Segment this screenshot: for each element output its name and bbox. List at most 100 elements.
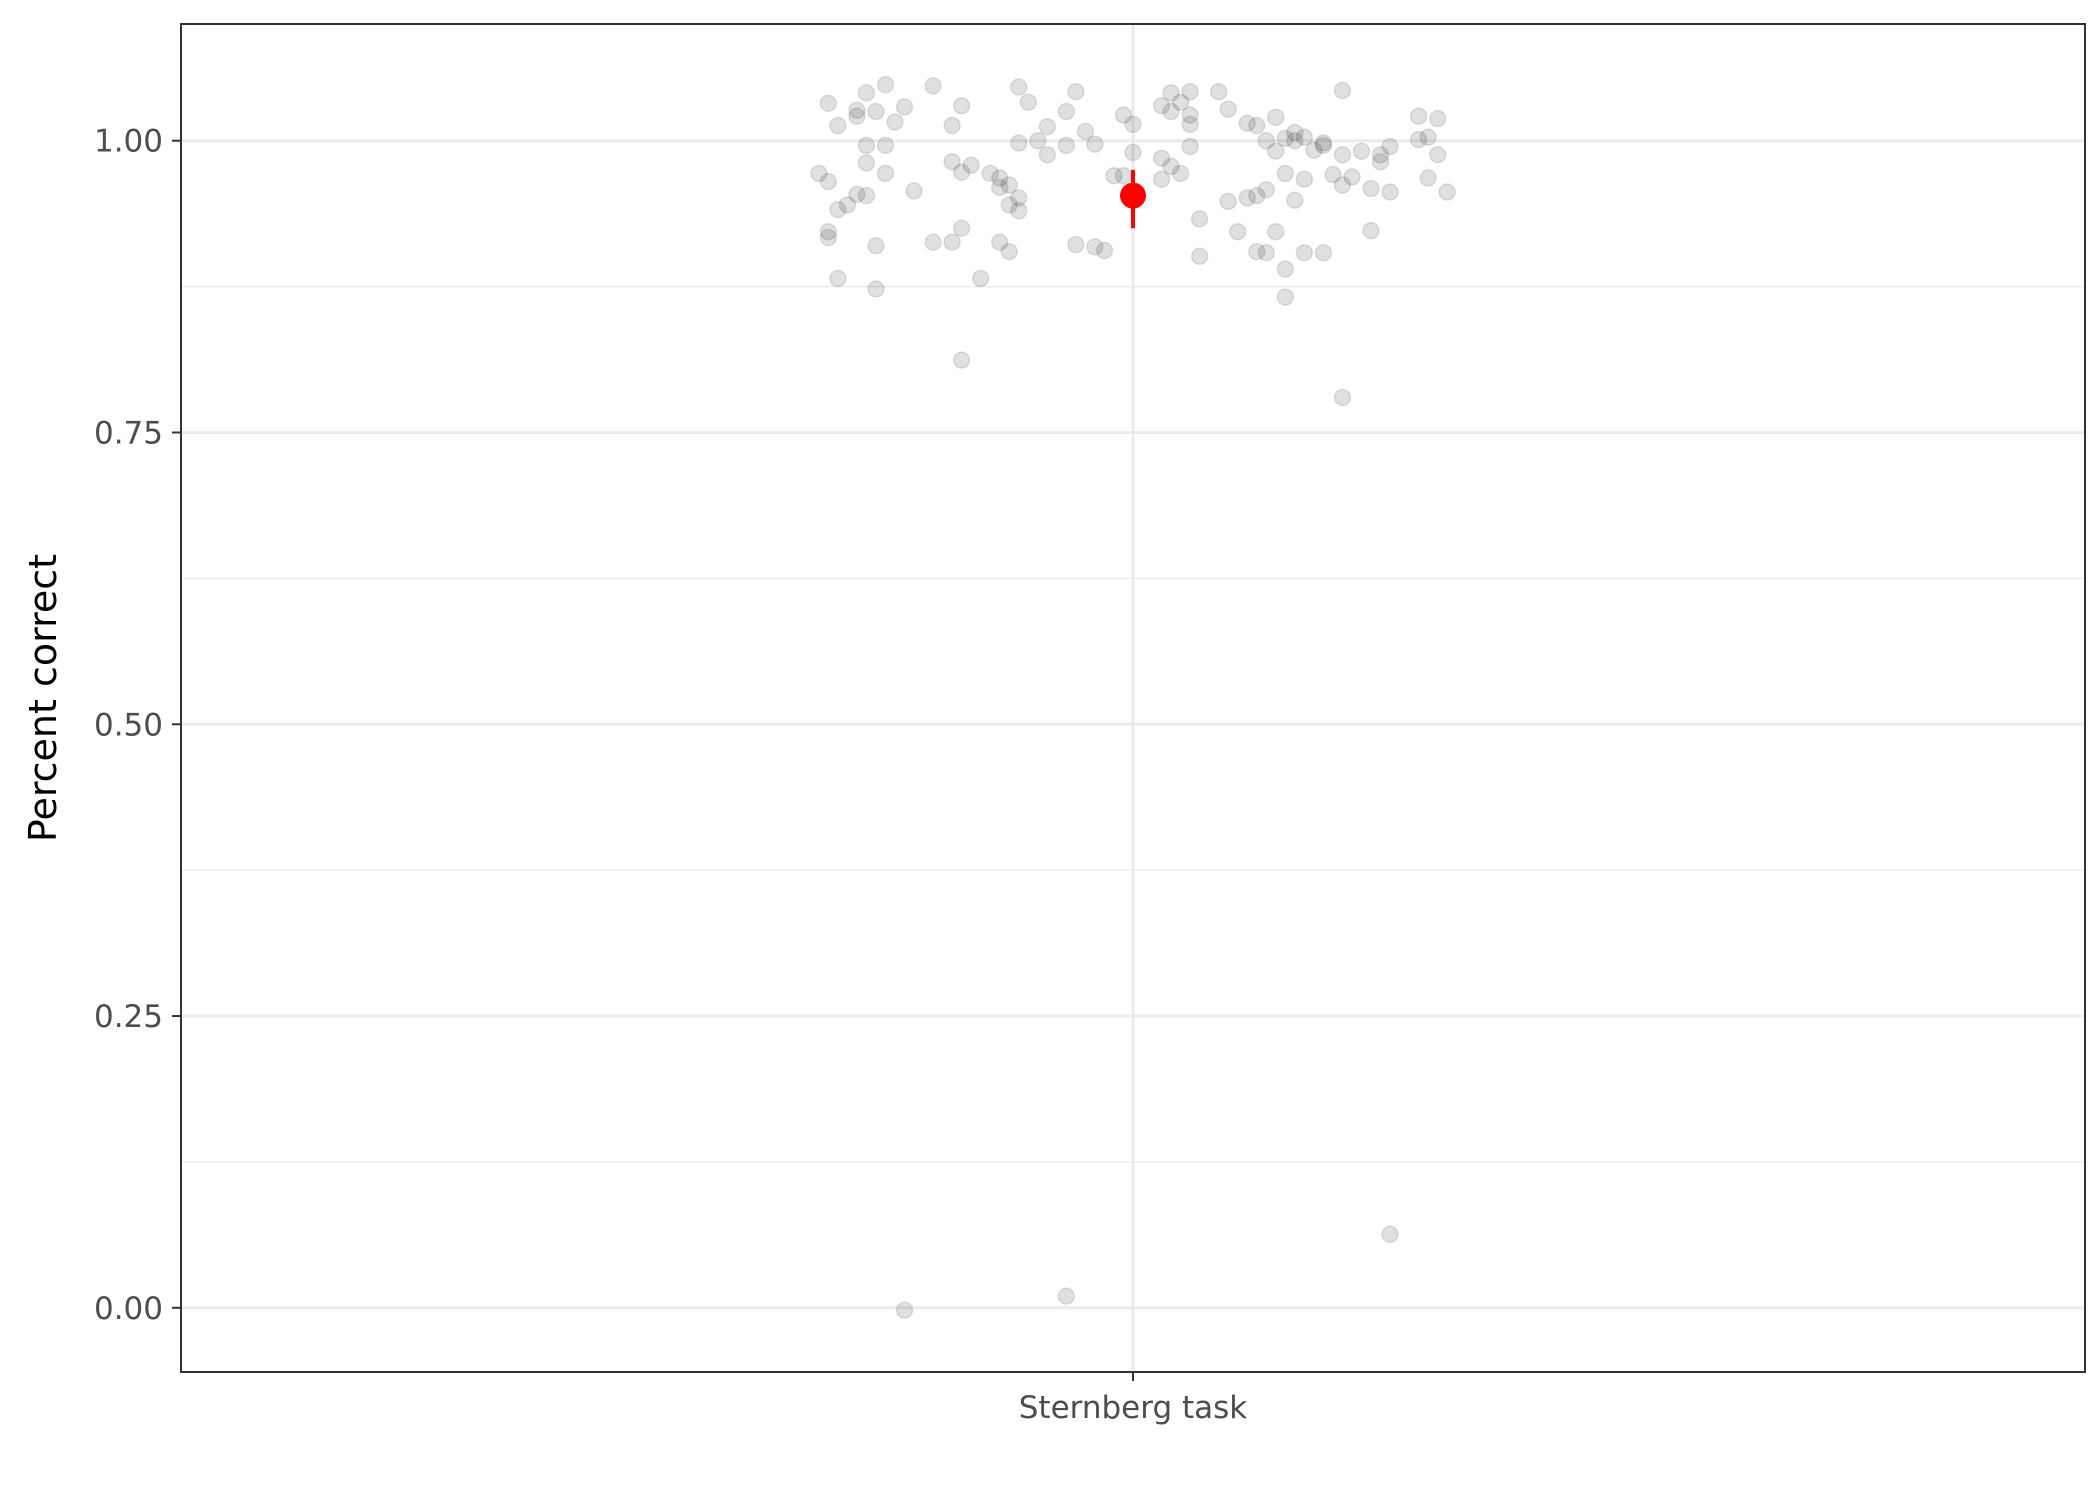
data-point (943, 233, 961, 251)
data-point (943, 116, 961, 135)
data-point (1209, 82, 1228, 101)
data-point (1171, 164, 1190, 183)
data-point (895, 1301, 914, 1319)
y-tick-label: 0.50 (94, 707, 163, 743)
data-point (1114, 106, 1133, 124)
data-point (1000, 242, 1018, 261)
data-point (905, 182, 923, 200)
data-point (952, 219, 971, 237)
data-point (857, 154, 876, 172)
data-point (1428, 145, 1447, 164)
data-point (1362, 221, 1380, 240)
data-point (1295, 170, 1314, 188)
data-point (1219, 192, 1237, 211)
data-point (1181, 106, 1199, 124)
data-point (1276, 164, 1295, 183)
data-point (1314, 134, 1333, 152)
data-point (1438, 183, 1456, 201)
data-point (1152, 170, 1171, 188)
data-point (1248, 186, 1266, 205)
data-point (1267, 222, 1285, 241)
data-point (1057, 136, 1076, 155)
data-point (1333, 388, 1352, 407)
data-point (1248, 116, 1266, 135)
summary-mean-point (1120, 182, 1146, 209)
data-point (829, 116, 847, 135)
data-point (895, 98, 914, 116)
data-point (1010, 134, 1028, 152)
data-point (1371, 152, 1390, 171)
data-point (819, 228, 838, 247)
data-point (848, 101, 866, 120)
data-point (1409, 130, 1428, 149)
data-point (1409, 107, 1428, 125)
data-point (867, 236, 885, 255)
y-tick-label: 1.00 (94, 124, 163, 160)
data-point (1381, 137, 1399, 156)
data-point (924, 77, 942, 95)
data-point (1352, 142, 1371, 160)
data-point (1067, 82, 1085, 101)
data-point (867, 102, 885, 121)
data-point (876, 164, 895, 183)
data-point (990, 169, 1009, 187)
data-point (1010, 189, 1028, 207)
data-point (1276, 129, 1295, 148)
data-point (1286, 191, 1304, 209)
data-point (1190, 210, 1209, 228)
data-point (1000, 196, 1018, 214)
data-point (876, 136, 895, 155)
data-point (1305, 141, 1323, 159)
data-point (1152, 96, 1171, 115)
data-point (1190, 247, 1209, 266)
data-point (990, 178, 1009, 197)
data-point (1038, 117, 1057, 136)
data-point (1162, 84, 1180, 102)
data-point (962, 156, 980, 174)
grid-lines (181, 24, 2085, 1372)
data-point (1105, 166, 1123, 185)
data-point (952, 96, 971, 115)
data-point (971, 269, 990, 288)
data-point (838, 196, 857, 214)
data-point (1228, 222, 1247, 241)
data-point (1076, 122, 1095, 141)
data-point (1095, 241, 1114, 260)
data-point (952, 351, 971, 369)
axes: 0.00 0.25 0.50 0.75 1.00 Sternberg task (94, 124, 1247, 1426)
data-point (1162, 157, 1180, 176)
y-tick-label: 0.00 (94, 1291, 163, 1327)
data-point (886, 113, 904, 131)
data-point (1162, 102, 1180, 121)
data-point (1181, 115, 1199, 134)
data-point (1057, 1287, 1076, 1305)
data-point (1238, 189, 1256, 207)
data-points (810, 75, 1456, 1319)
data-point (1276, 260, 1295, 278)
summary-marker (1120, 169, 1146, 229)
data-point (857, 84, 876, 102)
data-point (1381, 1225, 1399, 1244)
data-point (1114, 166, 1133, 185)
data-point (952, 163, 971, 181)
data-point (1238, 114, 1256, 132)
data-point (1343, 168, 1361, 186)
data-point (1124, 115, 1142, 134)
data-point (1257, 244, 1276, 262)
data-point (1314, 244, 1333, 262)
y-axis-title: Percent correct (21, 554, 65, 842)
data-point (876, 75, 895, 94)
data-point (1314, 136, 1333, 155)
data-point (1181, 82, 1199, 101)
data-point (1067, 235, 1085, 254)
data-point (981, 164, 999, 183)
data-point (1362, 179, 1380, 198)
data-point (1086, 135, 1104, 153)
data-point (1086, 238, 1104, 256)
data-point (1324, 165, 1342, 184)
data-point (848, 107, 866, 125)
data-point (1181, 137, 1199, 156)
data-point (1010, 201, 1028, 220)
data-point (1371, 145, 1390, 164)
